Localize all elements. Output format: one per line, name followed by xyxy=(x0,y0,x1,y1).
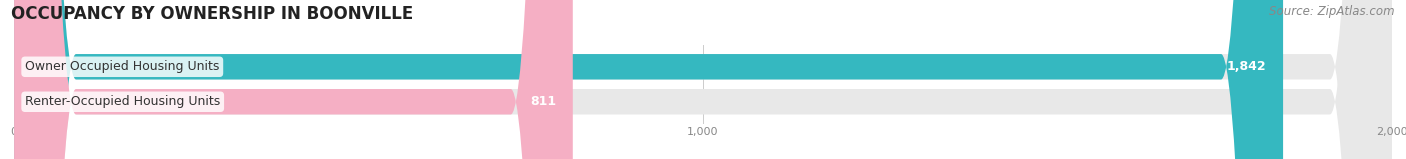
Text: 1,842: 1,842 xyxy=(1227,60,1267,73)
FancyBboxPatch shape xyxy=(14,0,572,159)
FancyBboxPatch shape xyxy=(14,0,1392,159)
Text: OCCUPANCY BY OWNERSHIP IN BOONVILLE: OCCUPANCY BY OWNERSHIP IN BOONVILLE xyxy=(11,5,413,23)
Text: Owner Occupied Housing Units: Owner Occupied Housing Units xyxy=(25,60,219,73)
Text: Renter-Occupied Housing Units: Renter-Occupied Housing Units xyxy=(25,95,221,108)
Text: Source: ZipAtlas.com: Source: ZipAtlas.com xyxy=(1270,5,1395,18)
FancyBboxPatch shape xyxy=(14,0,1392,159)
Text: 811: 811 xyxy=(530,95,557,108)
FancyBboxPatch shape xyxy=(14,0,1284,159)
